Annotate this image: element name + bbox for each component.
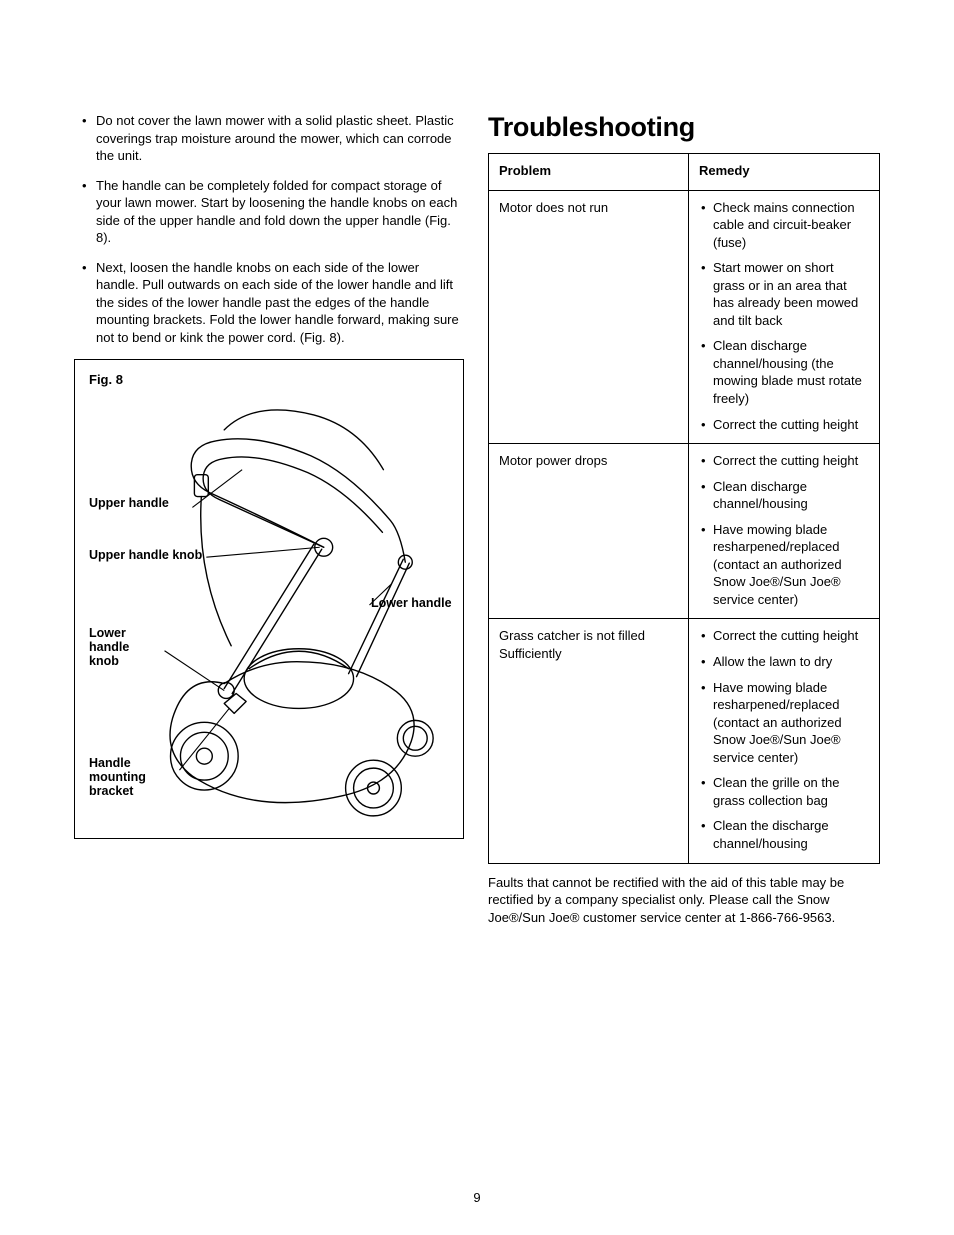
remedy-item: Correct the cutting height — [699, 627, 869, 645]
header-remedy: Remedy — [689, 154, 880, 191]
bullet-item: Next, loosen the handle knobs on each si… — [74, 259, 464, 347]
troubleshooting-table: Problem Remedy Motor does not run Check … — [488, 153, 880, 864]
figure-8-illustration: Upper handle Upper handle knob Lower han… — [75, 360, 463, 838]
remedy-item: Have mowing blade resharpened/replaced (… — [699, 521, 869, 609]
problem-cell: Motor power drops — [489, 444, 689, 619]
troubleshooting-heading: Troubleshooting — [488, 112, 880, 143]
table-header-row: Problem Remedy — [489, 154, 880, 191]
remedy-item: Allow the lawn to dry — [699, 653, 869, 671]
label-lower-handle: Lower handle — [371, 596, 452, 610]
problem-cell: Grass catcher is not filled Sufficiently — [489, 619, 689, 863]
label-upper-handle: Upper handle — [89, 496, 169, 510]
two-column-layout: Do not cover the lawn mower with a solid… — [74, 112, 880, 939]
manual-page: Do not cover the lawn mower with a solid… — [0, 0, 954, 1235]
label-lower-handle-knob: Lower handle knob — [89, 626, 129, 669]
header-problem: Problem — [489, 154, 689, 191]
remedy-item: Start mower on short grass or in an area… — [699, 259, 869, 329]
table-row: Motor power drops Correct the cutting he… — [489, 444, 880, 619]
remedy-item: Correct the cutting height — [699, 416, 869, 434]
label-handle-mounting-bracket: Handle mounting bracket — [89, 756, 146, 799]
remedy-item: Clean the discharge channel/housing — [699, 817, 869, 852]
troubleshooting-footnote: Faults that cannot be rectified with the… — [488, 874, 880, 927]
remedy-item: Correct the cutting height — [699, 452, 869, 470]
right-column: Troubleshooting Problem Remedy Motor doe… — [488, 112, 880, 939]
remedy-item: Check mains connection cable and circuit… — [699, 199, 869, 252]
remedy-cell: Correct the cutting height Clean dischar… — [689, 444, 880, 619]
remedy-cell: Check mains connection cable and circuit… — [689, 190, 880, 444]
problem-cell: Motor does not run — [489, 190, 689, 444]
remedy-item: Clean the grille on the grass collection… — [699, 774, 869, 809]
remedy-item: Have mowing blade resharpened/replaced (… — [699, 679, 869, 767]
remedy-item: Clean discharge channel/housing (the mow… — [699, 337, 869, 407]
bullet-item: The handle can be completely folded for … — [74, 177, 464, 247]
page-number: 9 — [0, 1190, 954, 1205]
storage-bullet-list: Do not cover the lawn mower with a solid… — [74, 112, 464, 347]
remedy-item: Clean discharge channel/housing — [699, 478, 869, 513]
bullet-item: Do not cover the lawn mower with a solid… — [74, 112, 464, 165]
table-row: Motor does not run Check mains connectio… — [489, 190, 880, 444]
label-upper-handle-knob: Upper handle knob — [89, 548, 202, 562]
figure-8-box: Fig. 8 — [74, 359, 464, 839]
left-column: Do not cover the lawn mower with a solid… — [74, 112, 464, 939]
table-row: Grass catcher is not filled Sufficiently… — [489, 619, 880, 863]
remedy-cell: Correct the cutting height Allow the law… — [689, 619, 880, 863]
